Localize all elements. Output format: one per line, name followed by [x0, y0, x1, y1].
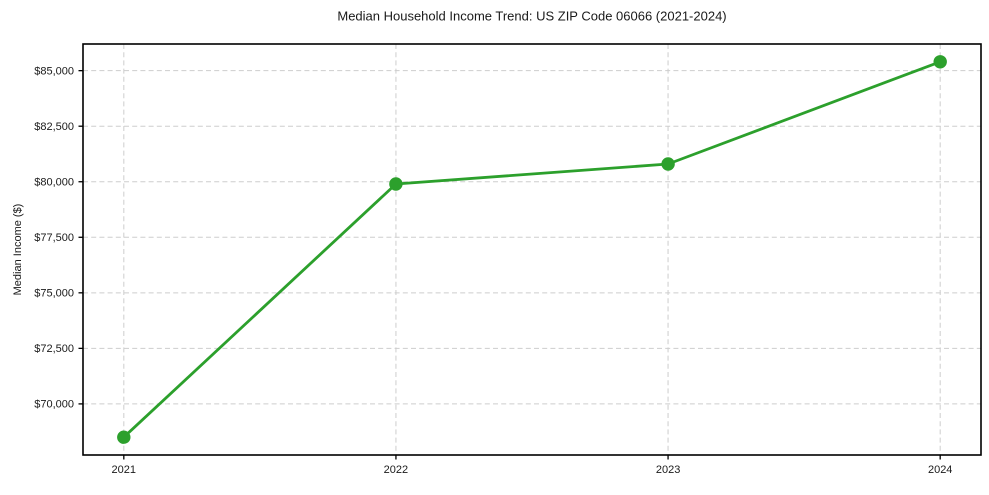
grid-layer: [83, 44, 981, 455]
x-tick-label: 2023: [656, 464, 680, 476]
y-tick-label: $82,500: [34, 121, 74, 133]
x-tick-label: 2022: [384, 464, 408, 476]
axes-layer: [78, 43, 982, 460]
y-tick-label: $70,000: [34, 399, 74, 411]
x-tick-label: 2024: [928, 464, 952, 476]
chart-title: Median Household Income Trend: US ZIP Co…: [337, 9, 726, 24]
y-tick-label: $72,500: [34, 343, 74, 355]
data-point-2023: [661, 157, 675, 171]
y-tick-label: $85,000: [34, 66, 74, 78]
y-axis-label: Median Income ($): [12, 204, 24, 296]
tick-label-layer: 2021 2022 2023 2024 $70,000 $72,500 $75,000 $77…: [34, 66, 952, 477]
trend-line: [122, 60, 942, 439]
axes-spines: [82, 43, 982, 456]
data-point-2024: [933, 55, 947, 69]
x-tick-label: 2021: [112, 464, 136, 476]
series-layer: [117, 55, 947, 444]
data-point-2022: [389, 177, 403, 191]
y-tick-label: $77,500: [34, 232, 74, 244]
data-point-2021: [117, 430, 131, 444]
y-tick-label: $75,000: [34, 288, 74, 300]
y-tick-label: $80,000: [34, 177, 74, 189]
